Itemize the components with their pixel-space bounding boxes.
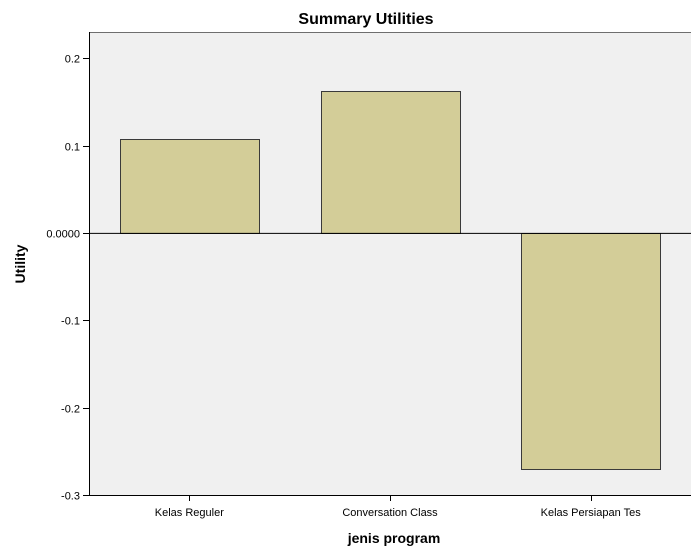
y-axis-label: Utility [12, 244, 28, 283]
x-tick-label: Conversation Class [342, 507, 438, 519]
bar [321, 91, 461, 234]
y-tick-label: -0.2 [61, 404, 80, 416]
x-tick-label: Kelas Reguler [155, 507, 224, 519]
y-tick-label: -0.1 [61, 316, 80, 328]
y-tick-label: 0.2 [65, 54, 80, 66]
chart-title: Summary Utilities [298, 11, 433, 28]
x-axis-label: jenis program [347, 530, 441, 546]
bar [120, 139, 260, 234]
bar [521, 233, 661, 470]
x-tick-label: Kelas Persiapan Tes [541, 507, 642, 519]
y-ticks-group: 0.2 0.1 0.0000 -0.1 -0.2 -0.3 [46, 54, 89, 503]
x-ticks-group: Kelas Reguler Conversation Class Kelas Per… [155, 495, 641, 519]
y-tick-label: 0.1 [65, 142, 80, 154]
y-tick-label: 0.0000 [46, 229, 80, 241]
y-tick-label: -0.3 [61, 491, 80, 503]
